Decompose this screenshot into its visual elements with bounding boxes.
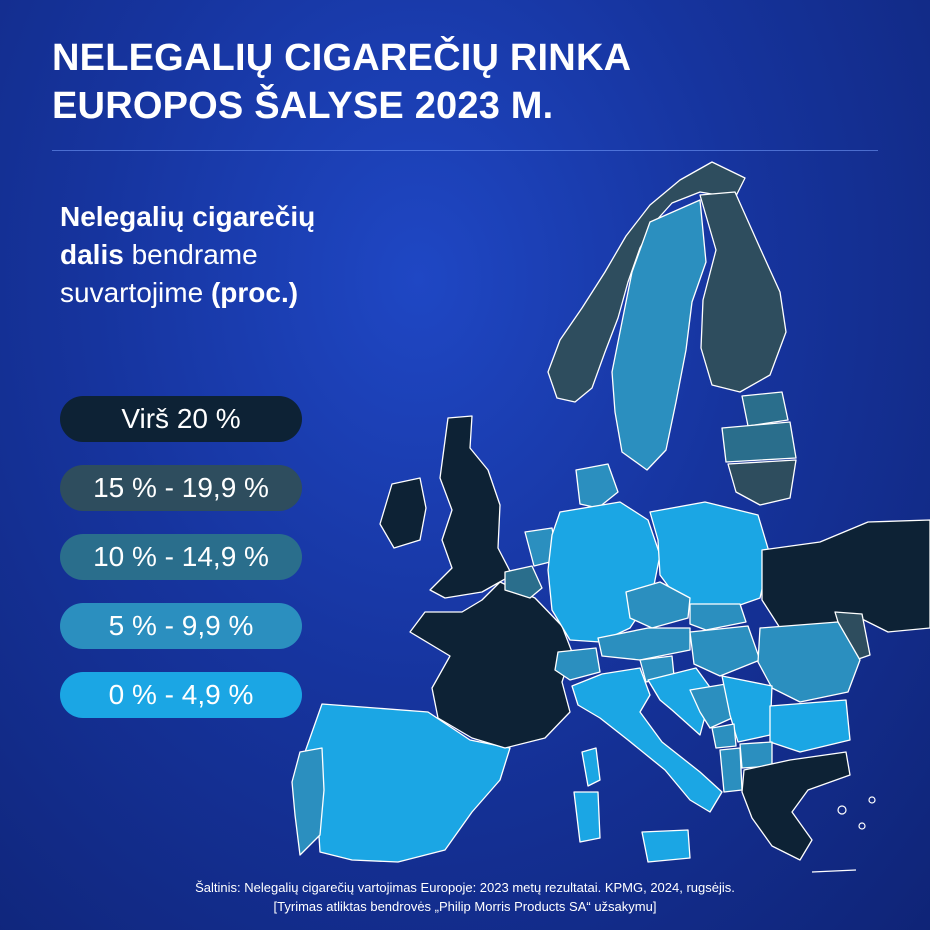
legend-label: 15 % - 19,9 % — [93, 472, 269, 503]
legend-label: 10 % - 14,9 % — [93, 541, 269, 572]
country-north-macedonia — [739, 741, 773, 769]
legend-item-over-20: Virš 20 % — [60, 396, 302, 442]
legend-label: 5 % - 9,9 % — [108, 610, 254, 641]
source-note: Šaltinis: Nelegalių cigarečių vartojimas… — [0, 878, 930, 916]
country-hungary — [689, 625, 761, 677]
subtitle-bold-3: (proc.) — [210, 277, 299, 308]
aegean-islands-2 — [858, 822, 866, 830]
aegean-islands-3 — [868, 796, 876, 804]
legend-item-0-4-9: 0 % - 4,9 % — [60, 672, 302, 718]
country-finland — [699, 191, 787, 393]
country-lithuania — [727, 459, 797, 506]
title-divider — [52, 150, 878, 151]
country-estonia — [741, 391, 789, 427]
island-corsica — [581, 747, 601, 787]
country-czechia — [625, 581, 691, 629]
country-montenegro — [711, 723, 737, 749]
subtitle-bold-2: dalis — [60, 239, 124, 270]
country-latvia — [721, 421, 797, 463]
country-ireland — [379, 477, 427, 549]
legend-subtitle: Nelegalių cigarečių dalis bendrame suvar… — [60, 198, 315, 312]
country-belgium — [504, 565, 543, 599]
country-united-kingdom — [429, 415, 513, 599]
country-france — [409, 581, 573, 749]
country-greece — [741, 751, 851, 861]
legend-item-10-14-9: 10 % - 14,9 % — [60, 534, 302, 580]
country-albania — [719, 747, 743, 793]
country-bulgaria — [769, 699, 851, 753]
legend-label: Virš 20 % — [121, 403, 241, 434]
subtitle-text-3: suvartojime — [60, 277, 211, 308]
country-bosnia — [689, 683, 733, 729]
source-line-2: [Tyrimas atliktas bendrovės „Philip Morr… — [273, 899, 657, 914]
map-legend: Virš 20 % 15 % - 19,9 % 10 % - 14,9 % 5 … — [60, 396, 302, 741]
legend-label: 0 % - 4,9 % — [108, 679, 254, 710]
aegean-islands — [837, 805, 847, 815]
island-sicily — [641, 829, 691, 863]
source-line-1: Šaltinis: Nelegalių cigarečių vartojimas… — [195, 880, 735, 895]
legend-item-5-9-9: 5 % - 9,9 % — [60, 603, 302, 649]
country-croatia — [647, 667, 713, 736]
country-italy — [571, 667, 723, 813]
country-sweden — [611, 199, 707, 471]
country-switzerland — [554, 647, 601, 681]
country-slovakia — [689, 603, 747, 631]
legend-item-15-19-9: 15 % - 19,9 % — [60, 465, 302, 511]
country-austria — [597, 627, 691, 661]
island-sardinia — [573, 791, 601, 843]
title-line-2: EUROPOS ŠALYSE 2023 M. — [52, 85, 554, 127]
country-norway — [547, 161, 746, 403]
subtitle-text-2: bendrame — [123, 239, 258, 270]
island-crete — [811, 869, 857, 873]
page-title: NELEGALIŲ CIGAREČIŲ RINKA EUROPOS ŠALYSE… — [52, 34, 631, 130]
country-denmark — [575, 463, 619, 509]
country-romania — [757, 621, 861, 703]
title-line-1: NELEGALIŲ CIGAREČIŲ RINKA — [52, 37, 632, 79]
country-portugal — [291, 747, 325, 856]
subtitle-bold-1: Nelegalių cigarečių — [60, 201, 316, 232]
country-ukraine — [761, 519, 930, 633]
